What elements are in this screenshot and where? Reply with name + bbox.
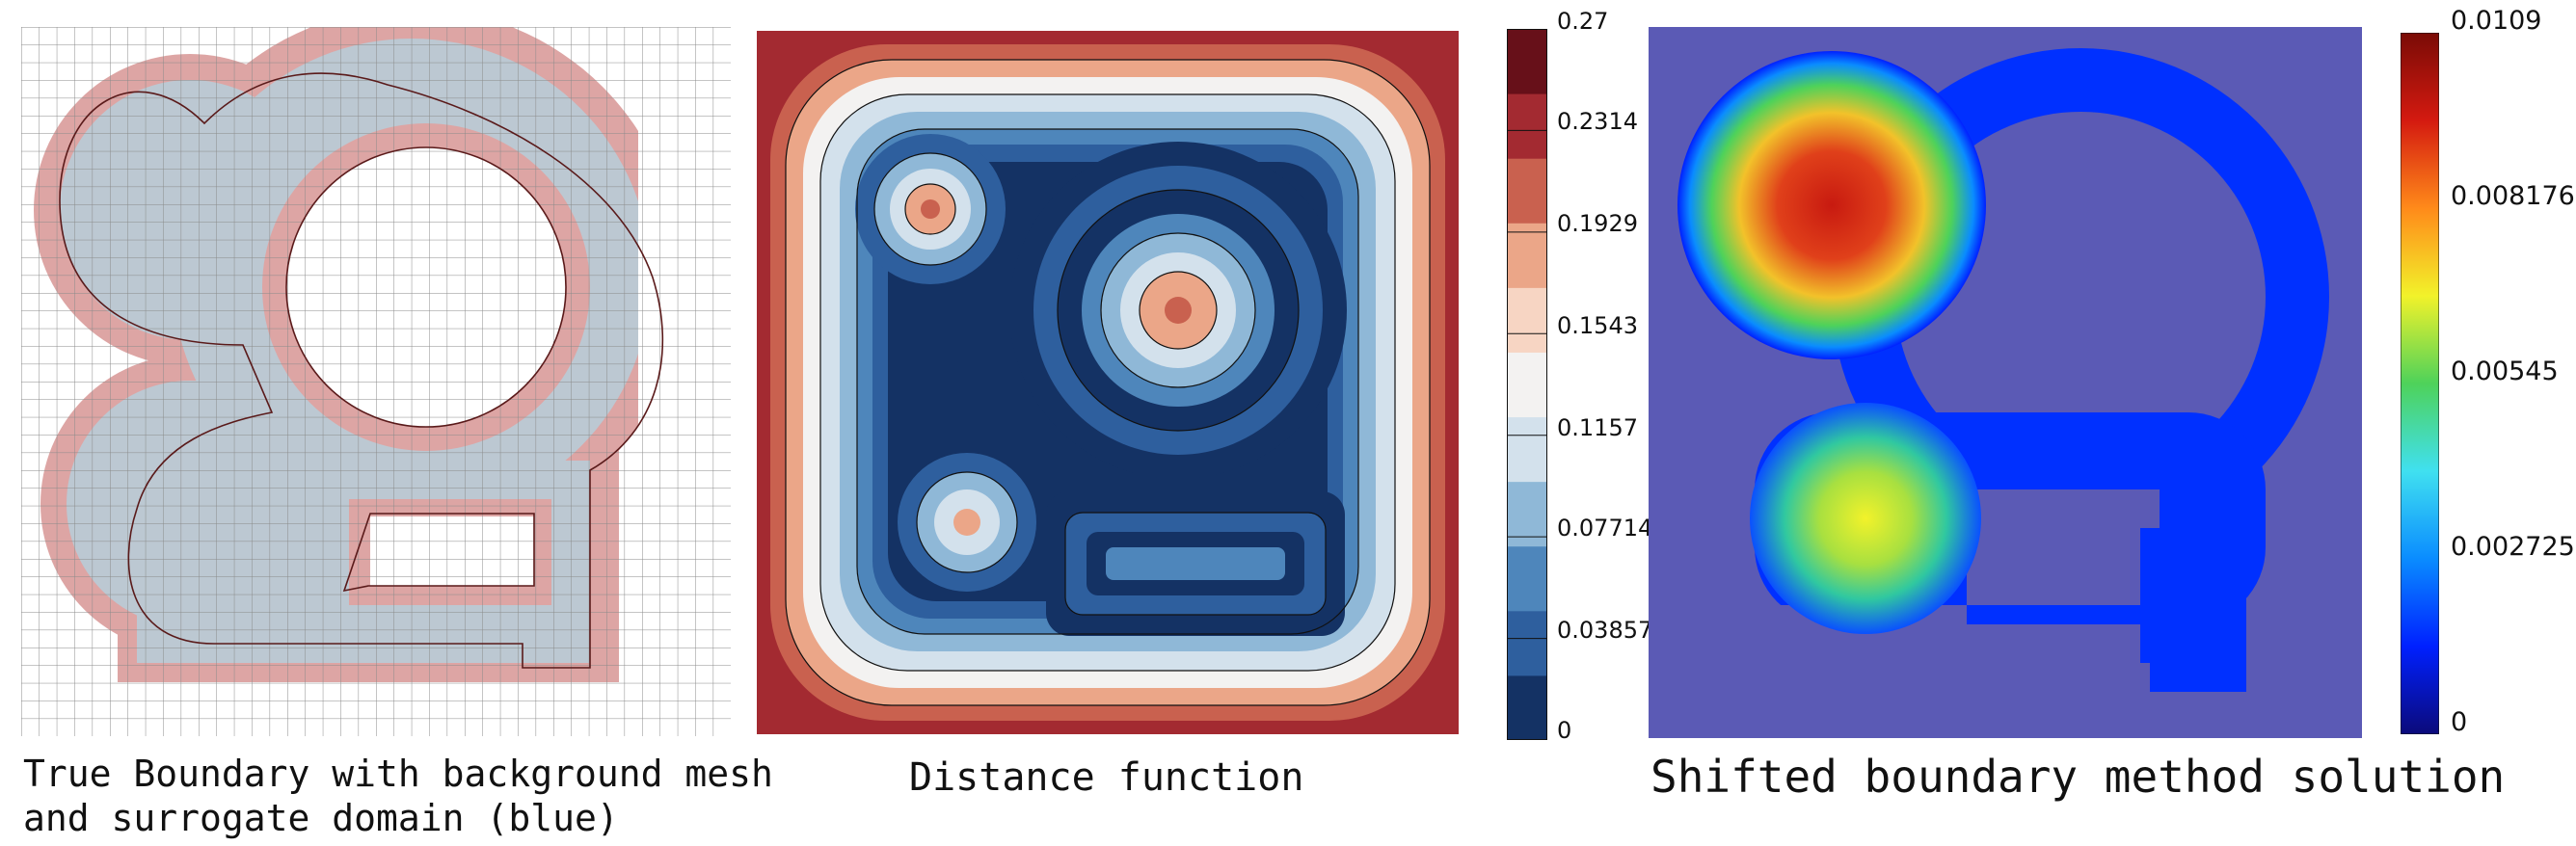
distance-contours (785, 59, 1431, 706)
distance-tick-0: 0.27 (1557, 8, 1609, 35)
solution-tick-2: 0.00545 (2451, 357, 2559, 386)
distance-figure (757, 31, 1459, 734)
distance-colorbar-band (1507, 481, 1547, 547)
solution-field (1649, 48, 2329, 738)
distance-colorbar (1507, 29, 1547, 740)
mesh-caption-line1: True Boundary with background mesh (23, 753, 773, 795)
solution-figure (1649, 27, 2362, 738)
solution-tick-0: 0.0109 (2451, 6, 2542, 36)
mesh-caption-line2: and surrogate domain (blue) (23, 797, 619, 839)
distance-panel (757, 31, 1459, 734)
distance-colorbar-band (1507, 416, 1547, 483)
distance-colorbar-band (1507, 674, 1547, 740)
solution-tick-1: 0.008176 (2451, 181, 2575, 211)
mesh-panel (21, 27, 731, 736)
distance-colorbar-band (1507, 545, 1547, 612)
distance-tick-2: 0.1929 (1557, 210, 1638, 237)
distance-colorbar-band (1507, 610, 1547, 676)
true-boundary (59, 72, 664, 669)
solution-tick-3: 0.002725 (2451, 532, 2575, 562)
solution-panel (1649, 27, 2362, 738)
distance-tick-6: 0.03857 (1557, 617, 1653, 644)
distance-colorbar-frame (1507, 29, 1547, 740)
distance-colorbar-band (1507, 93, 1547, 159)
distance-colorbar-band (1507, 29, 1547, 94)
distance-caption: Distance function (909, 755, 1304, 800)
distance-colorbar-band (1507, 223, 1547, 288)
distance-tick-1: 0.2314 (1557, 108, 1638, 135)
distance-tick-5: 0.07714 (1557, 515, 1653, 542)
distance-tick-7: 0 (1557, 717, 1572, 744)
solution-colorbar-gradient (2401, 33, 2439, 734)
mesh-figure (21, 27, 731, 736)
distance-colorbar-band (1507, 158, 1547, 224)
distance-tick-4: 0.1157 (1557, 414, 1638, 441)
distance-colorbar-band (1507, 352, 1547, 418)
distance-tick-3: 0.1543 (1557, 312, 1638, 339)
solution-caption: Shifted boundary method solution (1650, 751, 2506, 803)
solution-colorbar-fill (2401, 33, 2439, 734)
solution-tick-4: 0 (2451, 707, 2468, 737)
distance-colorbar-bands (1507, 29, 1547, 740)
solution-colorbar (2401, 33, 2439, 734)
background-mesh (21, 27, 731, 736)
distance-colorbar-band (1507, 287, 1547, 353)
